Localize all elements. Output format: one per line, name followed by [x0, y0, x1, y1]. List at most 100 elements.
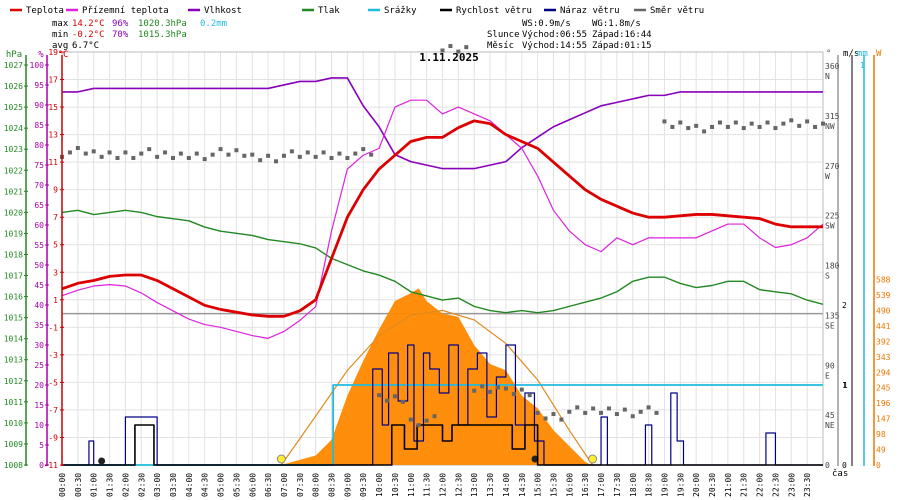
direction-point — [91, 149, 96, 154]
rain-axis-label: mm — [857, 49, 868, 59]
direction-point — [448, 44, 453, 49]
x-tick-label: 23:00 — [787, 473, 796, 497]
x-tick-label: 15:00 — [534, 473, 543, 497]
humidity-tick-label: 50 — [34, 261, 44, 270]
temperature-tick-label: 15 — [48, 103, 58, 112]
humidity-tick-label: 55 — [34, 241, 44, 250]
direction-point — [781, 121, 786, 126]
humidity-tick-label: 20 — [34, 381, 44, 390]
humidity-tick-label: 65 — [34, 201, 44, 210]
stats-rain-total: 0.2mm — [200, 19, 227, 29]
humidity-tick-label: 70 — [34, 181, 44, 190]
direction-point — [543, 416, 548, 421]
x-tick-label: 19:30 — [676, 473, 685, 497]
direction-point — [503, 386, 508, 391]
direction-point — [575, 405, 580, 410]
direction-point — [559, 417, 564, 422]
rain-axis: mm 1 1 — [843, 49, 868, 466]
humidity-axis: %100959085807570656055504540353025201510… — [30, 50, 49, 470]
temperature-axis: °C19 17 15 13 11 9 7 5 3 1 -1 -3 -5 -7 -9 -11 — [44, 48, 69, 470]
x-tick-label: 05:00 — [217, 473, 226, 497]
temperature-tick-label: -7 — [48, 406, 58, 415]
direction-name-label: NE — [825, 421, 835, 430]
x-tick-label: 13:00 — [470, 473, 479, 497]
x-tick-label: 22:00 — [756, 473, 765, 497]
direction-point — [107, 150, 112, 155]
temperature-tick-label: -11 — [44, 461, 59, 470]
direction-point — [313, 154, 318, 159]
humidity-tick-label: 90 — [34, 101, 44, 110]
direction-tick-label: 225 — [825, 212, 840, 221]
pressure-tick-label: 1024 — [4, 124, 23, 133]
humidity-tick-label: 45 — [34, 281, 44, 290]
x-tick-label: 18:30 — [645, 473, 654, 497]
direction-point — [654, 410, 659, 415]
direction-name-label: S — [825, 272, 830, 281]
wind-gust-avg: WG:1.8m/s — [592, 19, 641, 29]
direction-point — [337, 151, 342, 156]
axes: hPa1027102610251024102310221021102010191… — [4, 48, 891, 497]
solar-axis-label: W — [876, 49, 882, 59]
direction-tick-label: 45 — [825, 411, 835, 420]
direction-point — [805, 119, 810, 124]
direction-point — [369, 152, 374, 157]
humidity-tick-label: 10 — [34, 421, 44, 430]
x-tick-label: 20:30 — [708, 473, 717, 497]
pressure-tick-label: 1012 — [4, 377, 23, 386]
sunshine-fill — [280, 288, 592, 465]
humidity-tick-label: 75 — [34, 161, 44, 170]
x-tick-label: 18:00 — [629, 473, 638, 497]
direction-point — [210, 152, 215, 157]
solar-tick-label: 392 — [876, 337, 891, 346]
stats-avg-temp: 6.7°C — [72, 41, 99, 51]
wind-axis-label: m/s — [843, 49, 859, 59]
direction-point — [416, 423, 421, 428]
pressure-tick-label: 1023 — [4, 145, 23, 154]
solar-tick-label: 539 — [876, 291, 891, 300]
direction-tick-label: 135 — [825, 311, 840, 320]
direction-point — [456, 49, 461, 54]
x-tick-label: 00:00 — [58, 473, 67, 497]
x-tick-label: 06:00 — [248, 473, 257, 497]
direction-point — [99, 154, 104, 159]
direction-point — [408, 417, 413, 422]
direction-point — [646, 405, 651, 410]
stats-avg-label: avg — [52, 41, 68, 51]
temperature-tick-label: 5 — [53, 241, 58, 250]
direction-tick-label: 180 — [825, 262, 840, 271]
rain-tick-label-lower: 1 — [843, 381, 848, 390]
moonset-time: Západ:01:15 — [592, 41, 652, 51]
direction-point — [717, 120, 722, 125]
x-tick-label: 08:30 — [328, 473, 337, 497]
legend-label: Rychlost větru — [456, 6, 532, 16]
stats-max-hum: 96% — [112, 19, 129, 29]
humidity-tick-label: 25 — [34, 361, 44, 370]
x-tick-label: 06:30 — [264, 473, 273, 497]
direction-point — [749, 121, 754, 126]
solar-tick-label: 343 — [876, 353, 891, 362]
wind-tick-label: 0 — [842, 461, 847, 470]
moon-label: Měsíc — [487, 41, 514, 51]
direction-point — [480, 384, 485, 389]
x-tick-label: 11:30 — [423, 473, 432, 497]
direction-name-label: W — [825, 172, 830, 181]
x-tick-label: 08:00 — [312, 473, 321, 497]
direction-point — [725, 124, 730, 129]
direction-point — [813, 124, 818, 129]
series-humidity — [62, 77, 823, 170]
humidity-tick-label: 100 — [30, 61, 45, 70]
direction-point — [662, 119, 667, 124]
sunrise-marker — [276, 454, 286, 464]
direction-point — [305, 150, 310, 155]
direction-point — [218, 147, 223, 152]
direction-tick-label: 90 — [825, 361, 835, 370]
x-tick-label: 16:00 — [565, 473, 574, 497]
x-tick-label: 17:30 — [613, 473, 622, 497]
direction-tick-label: 315 — [825, 112, 840, 121]
temperature-tick-label: 7 — [53, 213, 58, 222]
direction-point — [400, 399, 405, 404]
direction-point — [67, 150, 72, 155]
